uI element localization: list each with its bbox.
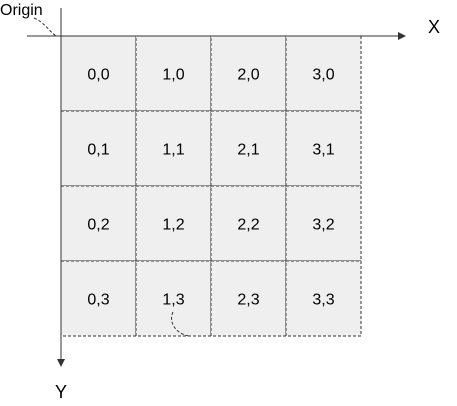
grid-cell-label: 0,3 [87, 292, 109, 309]
grid-cell-label: 3,3 [312, 292, 334, 309]
origin-pointer [33, 17, 57, 37]
grid-cell-label: 2,2 [237, 217, 259, 234]
cell-pointer-curve [171, 311, 190, 337]
grid-cell-label: 1,3 [162, 292, 184, 309]
grid-cell [135, 110, 212, 187]
grid-cell [285, 35, 362, 112]
grid-cell [135, 185, 212, 262]
grid-cell-label: 1,1 [162, 142, 184, 159]
grid-cell-label: 3,1 [312, 142, 334, 159]
grid-cell-label: 2,1 [237, 142, 259, 159]
grid-cell-label: 1,2 [162, 217, 184, 234]
grid-cell-label: 2,0 [237, 67, 259, 84]
grid-cell-label: 0,1 [87, 142, 109, 159]
y-axis-label: Y [55, 382, 67, 402]
grid-cell-label: 3,0 [312, 67, 334, 84]
grid-cells: 0,0 1,0 2,0 3,0 0,1 1,1 2,1 3,1 0,2 1,2 2,2 3,2 0,3 1… [60, 35, 362, 337]
grid-cell-label: 0,2 [87, 217, 109, 234]
grid-cell-label: 3,2 [312, 217, 334, 234]
grid-cell [135, 260, 212, 337]
grid-cell-label: 2,3 [237, 292, 259, 309]
grid-cell [135, 35, 212, 112]
x-axis-label: X [428, 17, 440, 37]
grid-cell-label: 0,0 [87, 67, 109, 84]
grid-cell [60, 110, 137, 187]
grid-cell [60, 260, 137, 337]
grid-cell [60, 35, 137, 112]
grid-cell-label: 1,0 [162, 67, 184, 84]
grid-cell [285, 260, 362, 337]
grid-cell [285, 110, 362, 187]
origin-label: Origin [0, 2, 43, 19]
grid-cell [285, 185, 362, 262]
